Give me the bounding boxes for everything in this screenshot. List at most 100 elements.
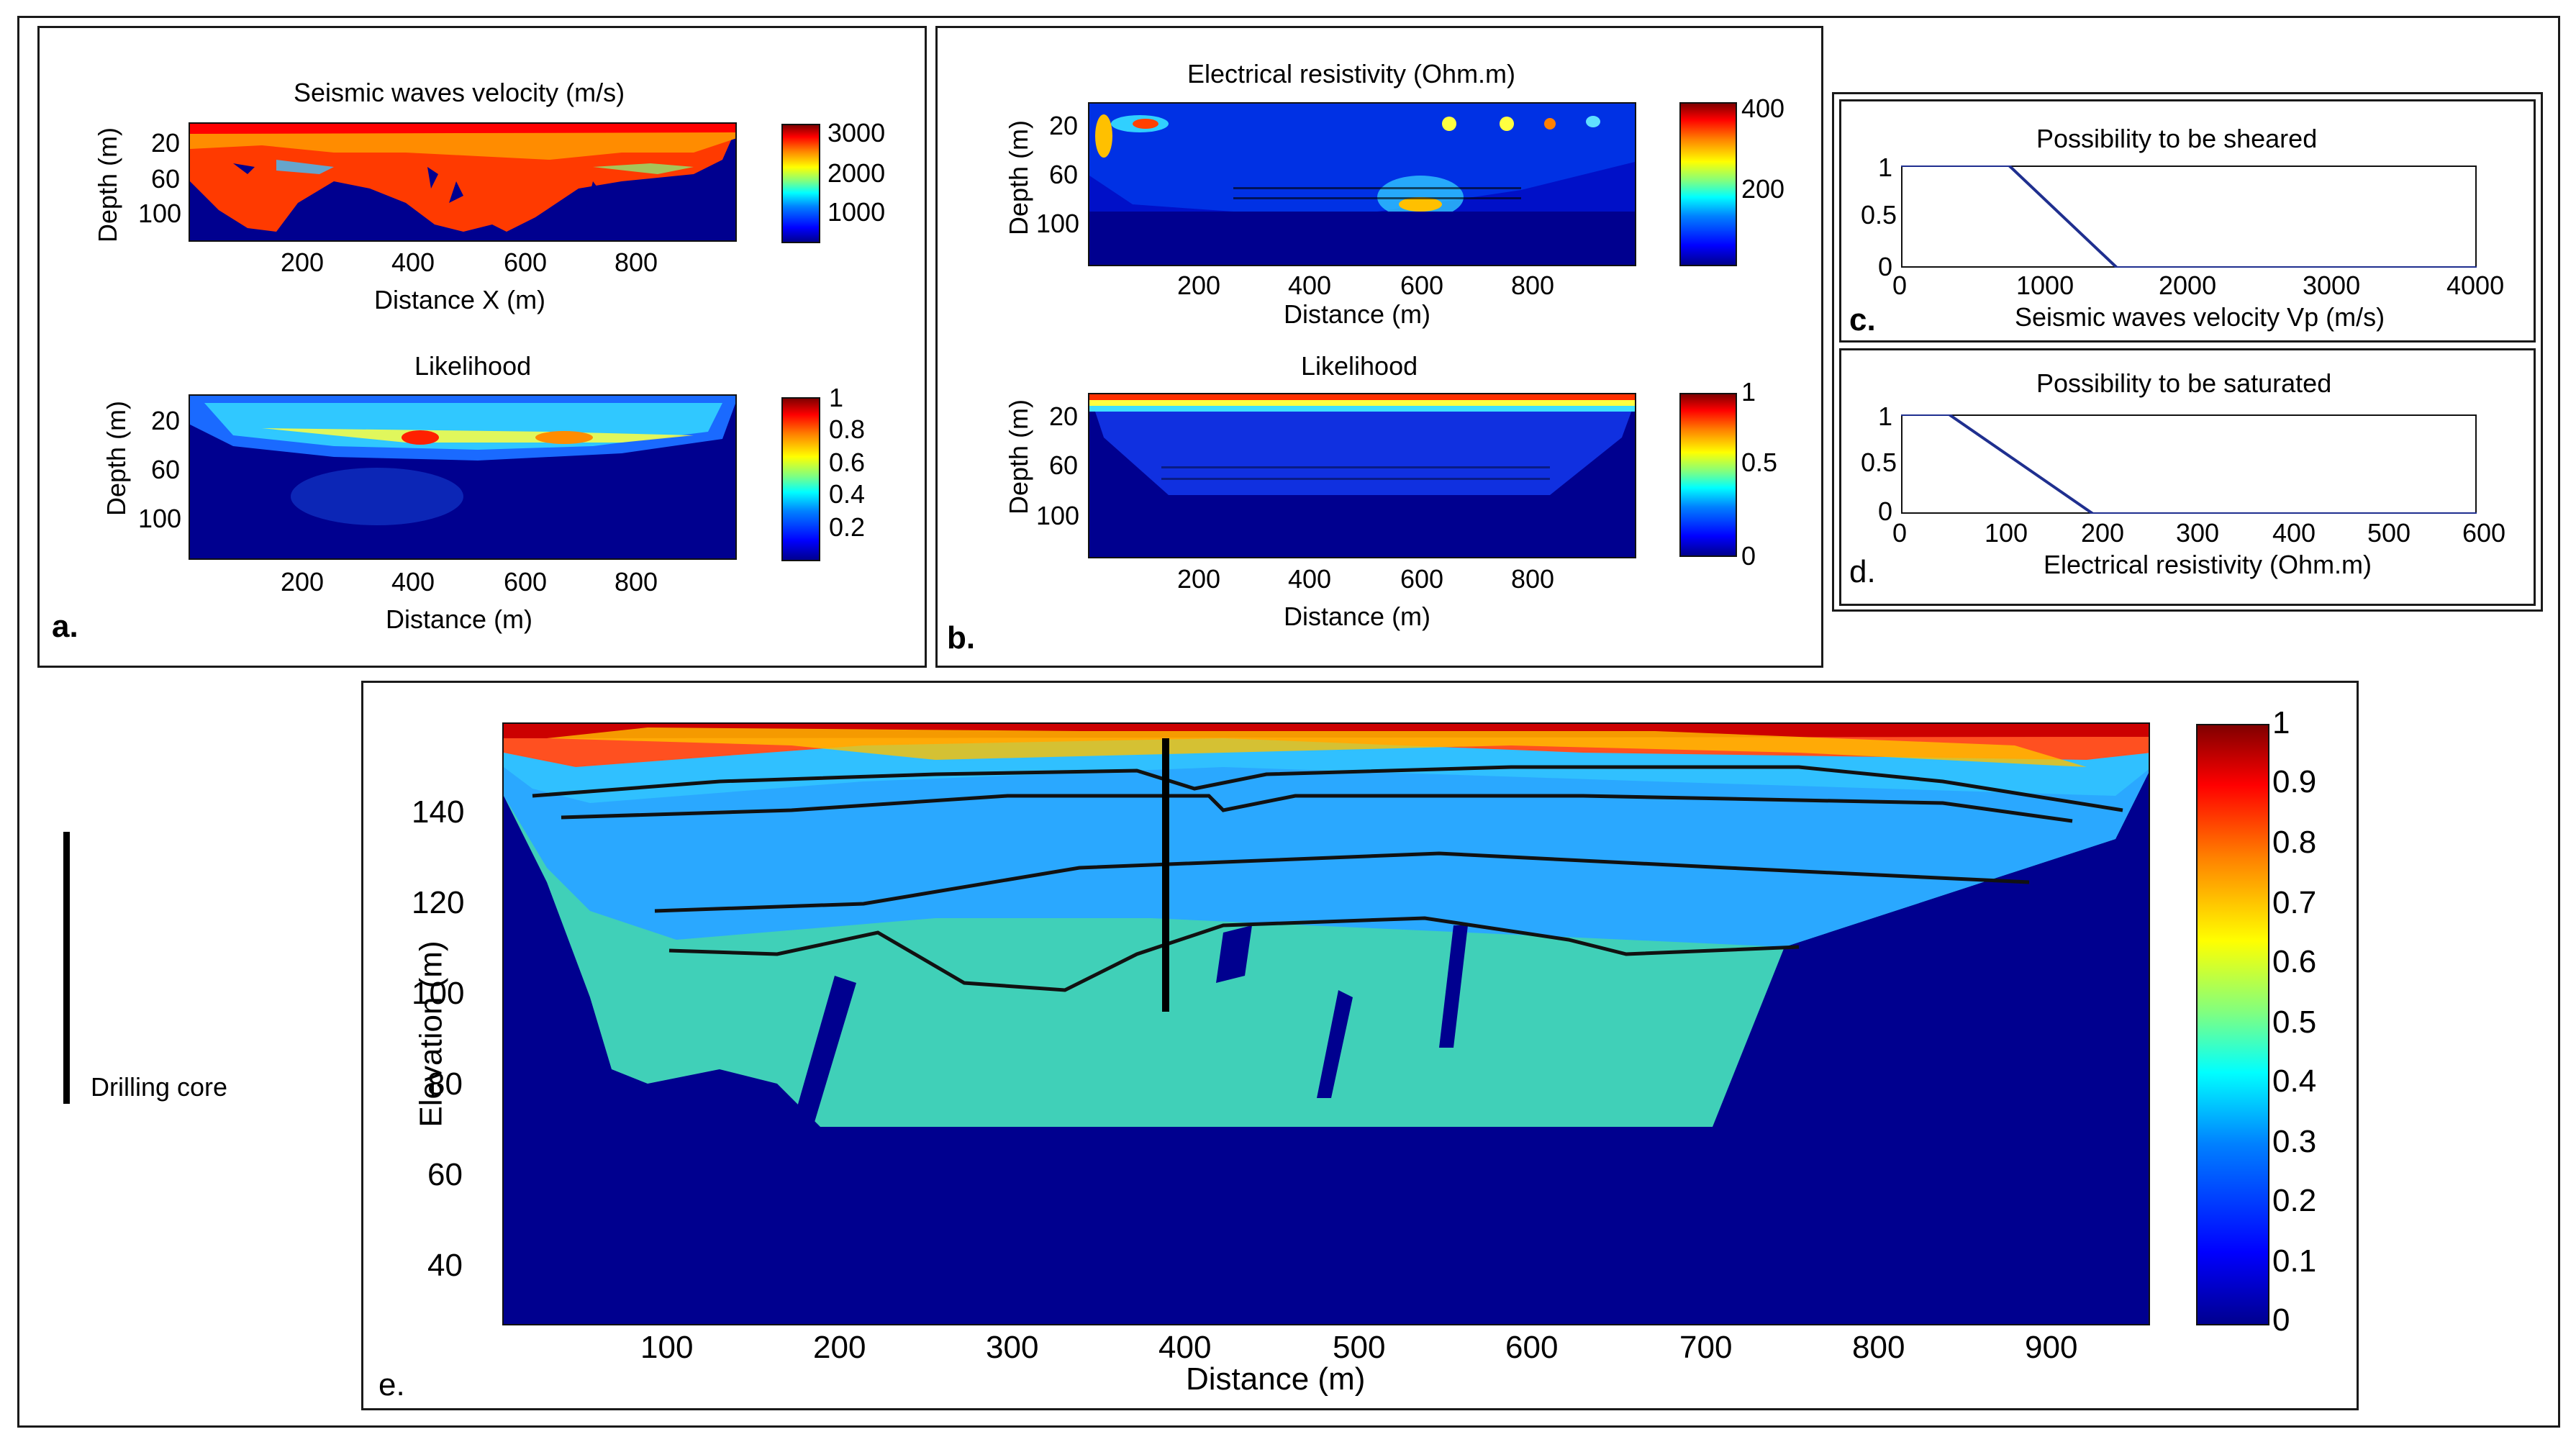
panel-b-bottom-ytick: 20 bbox=[1049, 402, 1079, 431]
panel-b-bottom-xlabel: Distance (m) bbox=[1284, 602, 1431, 631]
panel-d-xtick: 600 bbox=[2462, 518, 2506, 548]
panel-e-xtick: 200 bbox=[813, 1330, 866, 1365]
panel-d-xtick: 500 bbox=[2367, 518, 2411, 548]
panel-a-top-ytick: 20 bbox=[151, 128, 181, 158]
panel-c-title: Possibility to be sheared bbox=[2036, 124, 2318, 153]
panel-e-ytick: 60 bbox=[427, 1157, 463, 1192]
panel-a-top-xtick: 400 bbox=[391, 248, 435, 277]
panel-e-cbar-tick: 0.5 bbox=[2272, 1005, 2317, 1040]
panel-b-top-colorbar bbox=[1679, 102, 1737, 266]
panel-b-bottom-colorbar bbox=[1679, 393, 1737, 557]
panel-a-bottom-colorbar bbox=[781, 397, 820, 561]
panel-a-bottom-cbar-tick: 0.4 bbox=[829, 479, 866, 509]
panel-b-top-xtick: 200 bbox=[1177, 271, 1221, 300]
drilling-core-legend-label: Drilling core bbox=[91, 1072, 228, 1102]
panel-a-bottom-xlabel: Distance (m) bbox=[386, 604, 533, 634]
panel-c bbox=[1839, 99, 2536, 343]
panel-c-xtick: 1000 bbox=[2016, 271, 2074, 300]
panel-d-ytick: 0 bbox=[1878, 496, 1893, 526]
panel-e-cbar-tick: 0.8 bbox=[2272, 825, 2317, 860]
panel-d-tag: d. bbox=[1849, 554, 1876, 589]
panel-a-bottom-cbar-tick: 0.8 bbox=[829, 414, 866, 444]
panel-d-ytick: 0.5 bbox=[1861, 448, 1897, 477]
panel-b-bottom-cbar-tick: 0.5 bbox=[1741, 448, 1778, 477]
panel-e-likelihood-section bbox=[502, 722, 2150, 1325]
panel-a-likelihood-map bbox=[189, 394, 737, 560]
panel-e-tag: e. bbox=[378, 1367, 405, 1402]
panel-c-ytick: 0.5 bbox=[1861, 200, 1897, 230]
panel-e-xtick: 800 bbox=[1852, 1330, 1905, 1365]
saturated-possibility-line bbox=[1901, 414, 2477, 514]
panel-d-xtick: 300 bbox=[2176, 518, 2220, 548]
panel-b-bottom-cbar-tick: 0 bbox=[1741, 541, 1756, 571]
panel-a-top-cbar-tick: 3000 bbox=[827, 118, 886, 148]
panel-e-cbar-tick: 0.9 bbox=[2272, 764, 2317, 799]
panel-a-top-xlabel: Distance X (m) bbox=[374, 285, 546, 314]
panel-a-bottom-ytick: 100 bbox=[138, 504, 182, 533]
panel-e-ytick: 40 bbox=[427, 1248, 463, 1283]
panel-e-ytick: 100 bbox=[412, 976, 465, 1011]
panel-a-bottom-xtick: 400 bbox=[391, 567, 435, 597]
panel-b bbox=[935, 26, 1823, 668]
panel-b-likelihood-map bbox=[1088, 393, 1636, 558]
panel-b-bottom-title: Likelihood bbox=[1301, 351, 1418, 381]
panel-a-bottom-cbar-tick: 0.2 bbox=[829, 512, 866, 542]
panel-e-xtick: 700 bbox=[1679, 1330, 1733, 1365]
panel-e-cbar-tick: 0.2 bbox=[2272, 1183, 2317, 1218]
panel-c-xtick: 3000 bbox=[2303, 271, 2361, 300]
panel-d-xtick: 400 bbox=[2272, 518, 2316, 548]
panel-b-top-cbar-tick: 200 bbox=[1741, 174, 1785, 204]
panel-a-bottom-xtick: 800 bbox=[614, 567, 658, 597]
panel-e-ytick: 140 bbox=[412, 794, 465, 830]
panel-c-tag: c. bbox=[1849, 302, 1876, 337]
panel-d-xlabel: Electrical resistivity (Ohm.m) bbox=[2044, 550, 2372, 579]
panel-e-cbar-tick: 0.3 bbox=[2272, 1124, 2317, 1159]
panel-e-xlabel: Distance (m) bbox=[1186, 1361, 1366, 1397]
panel-b-bottom-xtick: 200 bbox=[1177, 564, 1221, 594]
panel-a-top-xtick: 600 bbox=[504, 248, 548, 277]
panel-d-plot bbox=[1901, 414, 2477, 514]
panel-b-bottom-xtick: 800 bbox=[1511, 564, 1555, 594]
panel-a-top-title: Seismic waves velocity (m/s) bbox=[294, 78, 625, 107]
panel-a-bottom-ytick: 60 bbox=[151, 455, 181, 484]
panel-b-top-xtick: 400 bbox=[1288, 271, 1332, 300]
panel-b-bottom-xtick: 400 bbox=[1288, 564, 1332, 594]
panel-e-ytick: 80 bbox=[427, 1066, 463, 1102]
panel-d-title: Possibility to be saturated bbox=[2036, 368, 2332, 398]
panel-c-plot bbox=[1901, 165, 2477, 268]
panel-d-xtick: 100 bbox=[1985, 518, 2028, 548]
panel-a-bottom-xtick: 600 bbox=[504, 567, 548, 597]
panel-a-bottom-cbar-tick: 0.6 bbox=[829, 448, 866, 477]
panel-a-bottom-xtick: 200 bbox=[281, 567, 325, 597]
panel-e-xtick: 500 bbox=[1333, 1330, 1386, 1365]
panel-e-cbar-tick: 1 bbox=[2272, 705, 2290, 740]
panel-d-xtick: 0 bbox=[1892, 518, 1908, 548]
panel-a-top-xtick: 800 bbox=[614, 248, 658, 277]
panel-c-xlabel: Seismic waves velocity Vp (m/s) bbox=[2015, 302, 2385, 332]
panel-e-cbar-tick: 0.6 bbox=[2272, 944, 2317, 979]
panel-d bbox=[1839, 348, 2536, 606]
panel-c-xtick: 2000 bbox=[2159, 271, 2217, 300]
panel-b-bottom-ytick: 60 bbox=[1049, 450, 1079, 480]
panel-a-bottom-ytick: 20 bbox=[151, 406, 181, 435]
panel-c-xtick: 4000 bbox=[2446, 271, 2505, 300]
panel-b-top-xtick: 800 bbox=[1511, 271, 1555, 300]
panel-b-bottom-cbar-tick: 1 bbox=[1741, 377, 1756, 407]
panel-e-colorbar bbox=[2196, 724, 2269, 1325]
figure-border bbox=[17, 16, 2560, 1428]
panel-a-bottom-cbar-tick: 1 bbox=[829, 383, 844, 412]
panel-b-top-xtick: 600 bbox=[1400, 271, 1444, 300]
panel-e-xtick: 600 bbox=[1505, 1330, 1559, 1365]
panel-a-top-ytick: 60 bbox=[151, 164, 181, 194]
panel-b-tag: b. bbox=[947, 620, 976, 656]
panel-d-xtick: 200 bbox=[2081, 518, 2125, 548]
panel-e-cbar-tick: 0.7 bbox=[2272, 885, 2317, 920]
panel-b-top-title: Electrical resistivity (Ohm.m) bbox=[1187, 59, 1516, 89]
panel-b-top-ytick: 20 bbox=[1049, 111, 1079, 140]
panel-e-xtick: 100 bbox=[640, 1330, 694, 1365]
panel-e bbox=[361, 681, 2359, 1410]
panel-a-top-ytick: 100 bbox=[138, 199, 182, 228]
panel-a-top-colorbar bbox=[781, 124, 820, 243]
panel-b-top-ytick: 60 bbox=[1049, 160, 1079, 189]
panel-a-top-cbar-tick: 2000 bbox=[827, 158, 886, 188]
